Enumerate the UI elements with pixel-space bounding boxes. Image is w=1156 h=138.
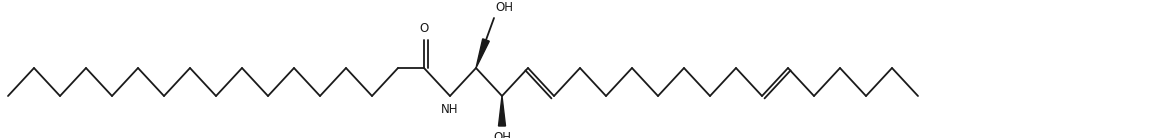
Text: OH: OH — [492, 131, 511, 138]
Text: O: O — [420, 22, 429, 35]
Polygon shape — [498, 96, 505, 126]
Polygon shape — [476, 39, 489, 68]
Text: OH: OH — [495, 1, 513, 14]
Text: NH: NH — [442, 103, 459, 116]
